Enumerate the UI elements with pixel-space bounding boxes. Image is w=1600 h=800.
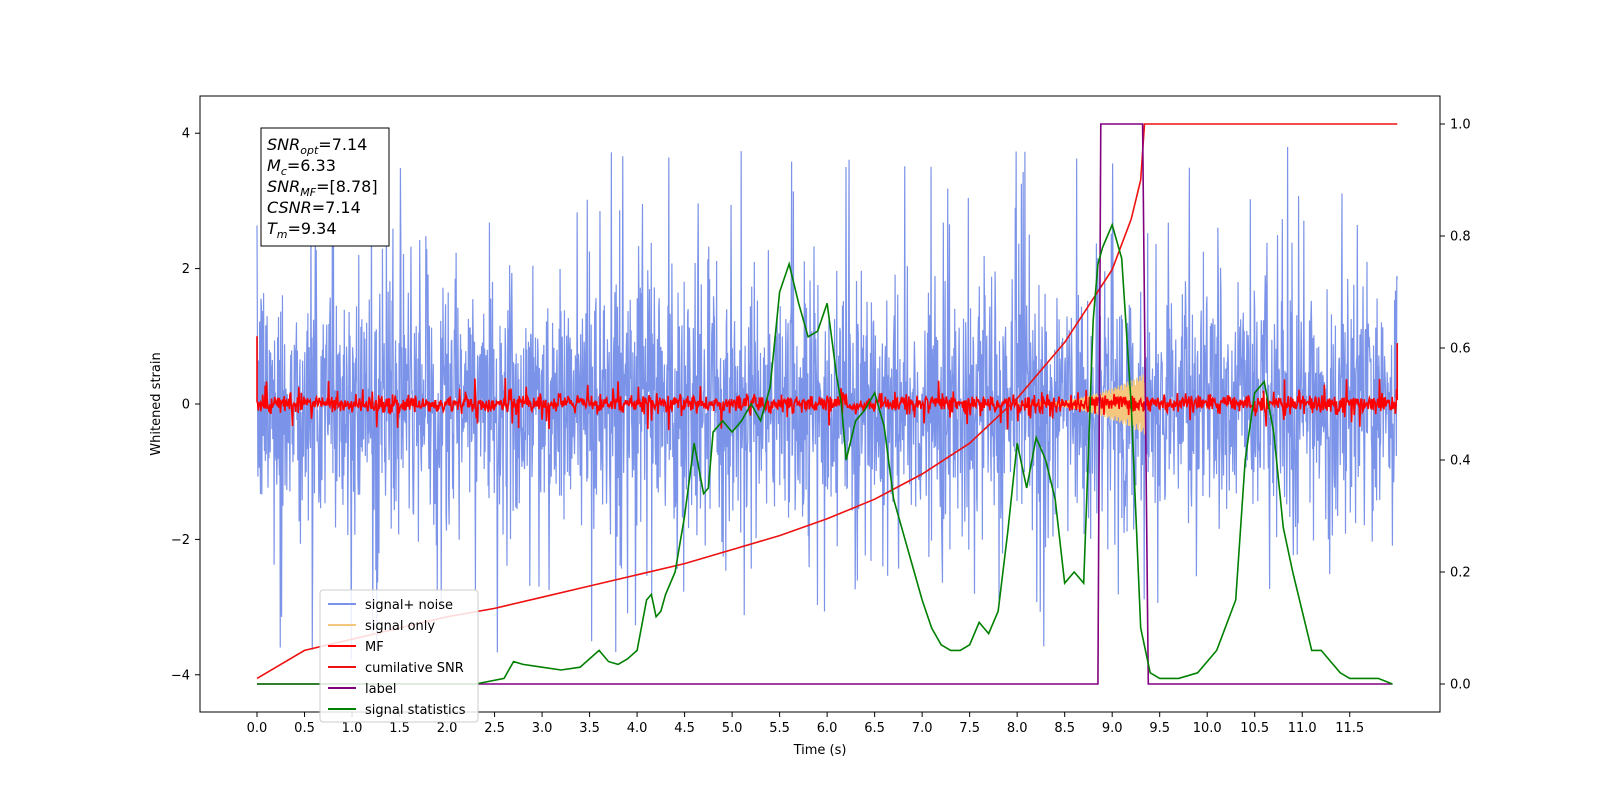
x-tick-label: 7.5: [959, 721, 980, 736]
x-axis: 0.0 0.5 1.0 1.5 2.0 2.5 3.0 3.5 4.0 4.5 5.0 5.5 6.0 6…: [247, 712, 1364, 736]
x-tick-label: 0.0: [247, 721, 268, 736]
x-tick-label: 11.0: [1288, 721, 1317, 736]
x-tick-label: 8.5: [1054, 721, 1075, 736]
series-signal-statistics: [257, 222, 1393, 685]
legend-label: label: [365, 682, 396, 697]
x-tick-label: 11.5: [1335, 721, 1364, 736]
x-tick-label: 6.0: [817, 721, 838, 736]
x-tick-label: 10.0: [1193, 721, 1222, 736]
legend-frame: [319, 589, 479, 723]
y-left-tick-label: 4: [182, 127, 190, 142]
x-tick-label: 6.5: [864, 721, 885, 736]
legend-label: signal only: [365, 619, 435, 634]
series-label: [257, 123, 1393, 685]
legend-label: cumilative SNR: [365, 661, 464, 676]
series-mf: [256, 336, 1399, 431]
y-right-tick-label: 0.8: [1450, 230, 1471, 245]
y-left-tick-label: −4: [171, 668, 190, 683]
x-tick-label: 3.5: [579, 721, 600, 736]
y-right-tick-label: 0.6: [1450, 342, 1471, 357]
x-tick-label: 3.0: [532, 721, 553, 736]
x-tick-label: 1.5: [389, 721, 410, 736]
x-tick-label: 5.0: [722, 721, 743, 736]
legend-label: signal statistics: [365, 703, 466, 718]
y-right-tick-label: 0.4: [1450, 454, 1471, 469]
y-right-tick-label: 0.0: [1450, 678, 1471, 693]
x-tick-label: 2.5: [484, 721, 505, 736]
y-right-tick-label: 0.2: [1450, 566, 1471, 581]
y-right-tick-label: 1.0: [1450, 118, 1471, 133]
x-tick-label: 4.5: [674, 721, 695, 736]
y-axis-left: −4 −2 0 2 4: [171, 127, 200, 683]
legend: signal+ noise signal only MF cumilative SNR…: [319, 589, 479, 723]
x-tick-label: 4.0: [627, 721, 648, 736]
x-tick-label: 9.0: [1102, 721, 1123, 736]
x-tick-label: 8.0: [1007, 721, 1028, 736]
legend-label: MF: [365, 640, 384, 655]
x-tick-label: 5.5: [769, 721, 790, 736]
x-tick-label: 1.0: [342, 721, 363, 736]
legend-label: signal+ noise: [365, 598, 453, 613]
y-left-tick-label: 0: [182, 398, 190, 413]
y-axis-right: 0.0 0.2 0.4 0.6 0.8 1.0: [1440, 118, 1471, 693]
x-tick-label: 9.5: [1149, 721, 1170, 736]
x-tick-label: 2.0: [437, 721, 458, 736]
annotation-line: Mc=6.33: [267, 156, 336, 178]
y-left-tick-label: 2: [182, 262, 190, 277]
annotation-box-frame: [260, 127, 390, 247]
x-tick-label: 0.5: [294, 721, 315, 736]
series-signal-noise: [256, 146, 1398, 660]
x-tick-label: 10.5: [1240, 721, 1269, 736]
y-axis-label: Whitened strain: [149, 352, 164, 455]
x-axis-label: Time (s): [793, 743, 847, 758]
annotation-line: CSNR=7.14: [267, 198, 361, 217]
x-tick-label: 7.0: [912, 721, 933, 736]
annotation-line: SNRopt=7.14: [267, 135, 367, 157]
annotation-line: SNRMF=[8.78]: [267, 177, 378, 199]
annotation-line: Tm=9.34: [267, 219, 337, 241]
y-left-tick-label: −2: [171, 533, 190, 548]
